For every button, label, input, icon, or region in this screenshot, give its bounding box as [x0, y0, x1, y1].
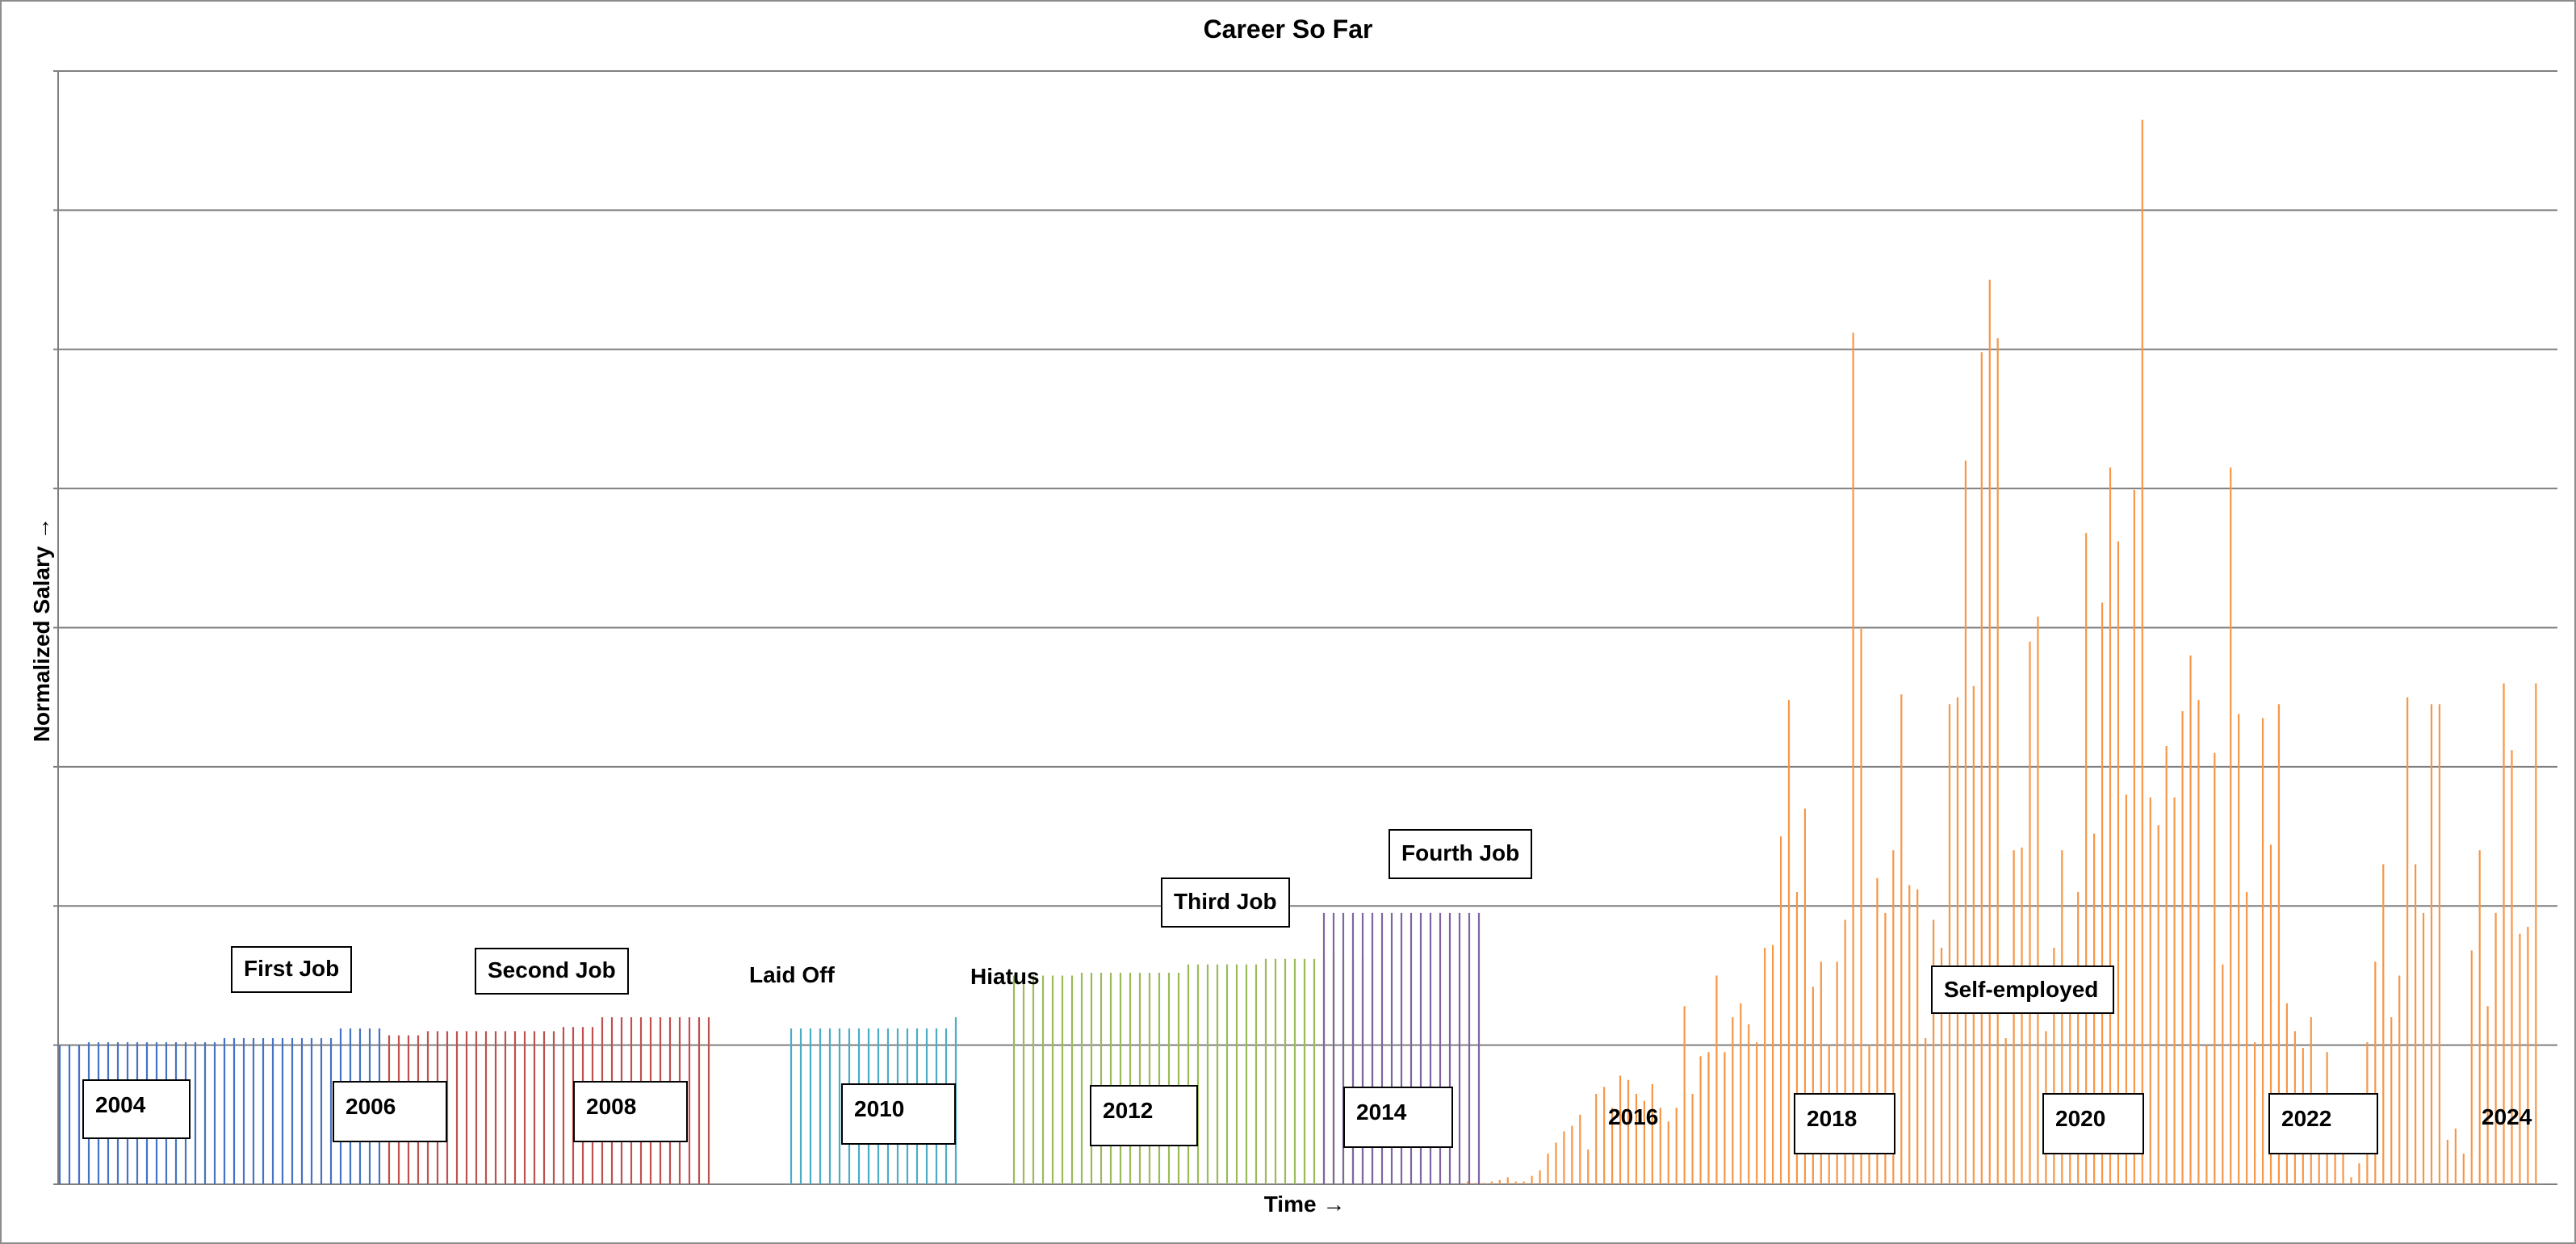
year-label-2006: 2006 — [333, 1081, 447, 1142]
year-label-2014: 2014 — [1343, 1087, 1453, 1148]
year-label-2020: 2020 — [2042, 1093, 2144, 1154]
label-laid-off: Laid Off — [749, 962, 835, 987]
year-label-2004: 2004 — [82, 1079, 191, 1139]
label-self-employed: Self-employed — [1931, 965, 2115, 1014]
label-third-job: Third Job — [1161, 878, 1290, 928]
year-label-2008: 2008 — [573, 1081, 688, 1142]
year-label-2012: 2012 — [1090, 1085, 1198, 1146]
year-label-2018: 2018 — [1794, 1093, 1895, 1154]
year-label-2010: 2010 — [841, 1083, 956, 1145]
chart-title: Career So Far — [1203, 15, 1373, 44]
year-label-2022: 2022 — [2268, 1093, 2378, 1154]
label-fourth-job: Fourth Job — [1389, 829, 1533, 879]
label-hiatus: Hiatus — [970, 964, 1040, 989]
label-first-job: First Job — [231, 946, 353, 993]
label-second-job: Second Job — [475, 948, 629, 995]
x-axis-label: Time → — [1263, 1192, 1346, 1217]
year-label-2016: 2016 — [1608, 1104, 1659, 1129]
year-label-2024: 2024 — [2482, 1104, 2532, 1129]
